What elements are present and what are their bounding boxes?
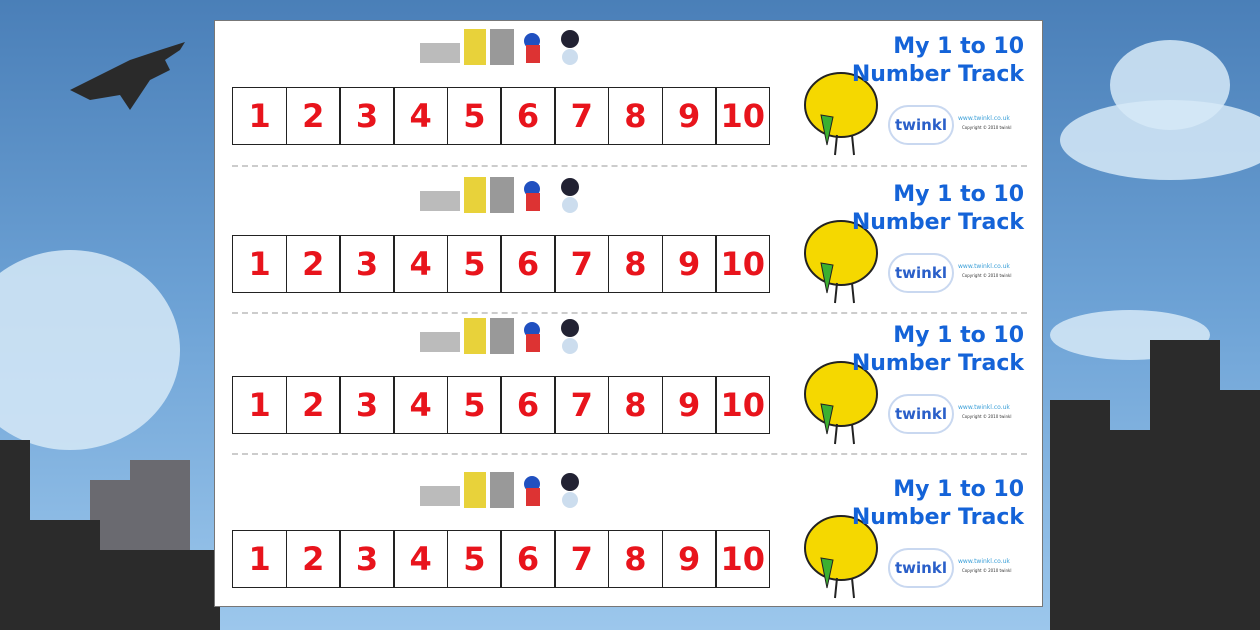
yellow-bird-illustration-icon	[804, 72, 878, 156]
number-box: 5	[446, 87, 502, 145]
number-box: 3	[339, 530, 395, 588]
number-box: 4	[393, 530, 449, 588]
number-box: 3	[339, 376, 395, 434]
website-url: www.twinkl.co.uk	[958, 263, 1010, 270]
track-title: My 1 to 10 Number Track	[851, 182, 1024, 235]
website-url: www.twinkl.co.uk	[958, 404, 1010, 411]
number-box: 8	[607, 235, 663, 293]
number-box: 9	[661, 235, 717, 293]
superheroes-illustration-icon	[420, 177, 579, 213]
superheroes-illustration-icon	[420, 318, 579, 354]
track-title: My 1 to 10 Number Track	[851, 477, 1024, 530]
number-box: 3	[339, 235, 395, 293]
copyright-text: Copyright © 2010 twinkl	[962, 414, 1012, 419]
number-box: 1	[232, 87, 288, 145]
website-url: www.twinkl.co.uk	[958, 115, 1010, 122]
number-box: 5	[446, 530, 502, 588]
number-box: 2	[285, 235, 341, 293]
number-box: 6	[500, 235, 556, 293]
number-box: 7	[554, 376, 610, 434]
website-url: www.twinkl.co.uk	[958, 558, 1010, 565]
number-box: 7	[554, 235, 610, 293]
number-box: 1	[232, 235, 288, 293]
number-box: 10	[715, 530, 771, 588]
number-box: 2	[285, 376, 341, 434]
track-title: My 1 to 10 Number Track	[851, 323, 1024, 376]
cut-line	[232, 453, 1027, 455]
yellow-bird-illustration-icon	[804, 220, 878, 304]
cut-line	[232, 312, 1027, 314]
number-box: 7	[554, 87, 610, 145]
number-box: 9	[661, 530, 717, 588]
number-box: 5	[446, 376, 502, 434]
number-box: 5	[446, 235, 502, 293]
number-box: 10	[715, 87, 771, 145]
number-box: 8	[607, 530, 663, 588]
track-title: My 1 to 10 Number Track	[851, 34, 1024, 87]
number-box: 2	[285, 530, 341, 588]
twinkl-logo: twinkl	[888, 105, 954, 145]
number-box: 4	[393, 376, 449, 434]
number-box: 1	[232, 376, 288, 434]
copyright-text: Copyright © 2010 twinkl	[962, 125, 1012, 130]
number-box: 4	[393, 87, 449, 145]
number-box: 7	[554, 530, 610, 588]
twinkl-logo: twinkl	[888, 548, 954, 588]
copyright-text: Copyright © 2010 twinkl	[962, 273, 1012, 278]
number-track-strip: 1 2 3 4 5 6 7 8 9 10 My 1 to 10 Number Track twink…	[215, 310, 1044, 455]
copyright-text: Copyright © 2010 twinkl	[962, 568, 1012, 573]
cut-line	[232, 165, 1027, 167]
number-box: 9	[661, 376, 717, 434]
number-box: 6	[500, 530, 556, 588]
twinkl-logo: twinkl	[888, 253, 954, 293]
superheroes-illustration-icon	[420, 472, 579, 508]
number-track-strip: 1 2 3 4 5 6 7 8 9 10 My 1 to 10 Number Track twink…	[215, 21, 1044, 166]
number-box: 4	[393, 235, 449, 293]
number-box: 6	[500, 376, 556, 434]
number-track: 1 2 3 4 5 6 7 8 9 10	[232, 530, 771, 588]
superheroes-illustration-icon	[420, 29, 579, 65]
number-track-strip: 1 2 3 4 5 6 7 8 9 10 My 1 to 10 Number Track twink…	[215, 169, 1044, 314]
number-track: 1 2 3 4 5 6 7 8 9 10	[232, 376, 771, 434]
superhero-silhouette-icon	[70, 42, 185, 110]
number-track: 1 2 3 4 5 6 7 8 9 10	[232, 87, 771, 145]
number-track-strip: 1 2 3 4 5 6 7 8 9 10 My 1 to 10 Number Track twink…	[215, 464, 1044, 609]
number-track-sheet: 1 2 3 4 5 6 7 8 9 10 My 1 to 10 Number Track twink…	[214, 20, 1043, 607]
number-track: 1 2 3 4 5 6 7 8 9 10	[232, 235, 771, 293]
twinkl-logo: twinkl	[888, 394, 954, 434]
number-box: 3	[339, 87, 395, 145]
number-box: 8	[607, 376, 663, 434]
number-box: 9	[661, 87, 717, 145]
yellow-bird-illustration-icon	[804, 515, 878, 599]
number-box: 6	[500, 87, 556, 145]
yellow-bird-illustration-icon	[804, 361, 878, 445]
number-box: 10	[715, 235, 771, 293]
number-box: 10	[715, 376, 771, 434]
number-box: 1	[232, 530, 288, 588]
number-box: 8	[607, 87, 663, 145]
number-box: 2	[285, 87, 341, 145]
